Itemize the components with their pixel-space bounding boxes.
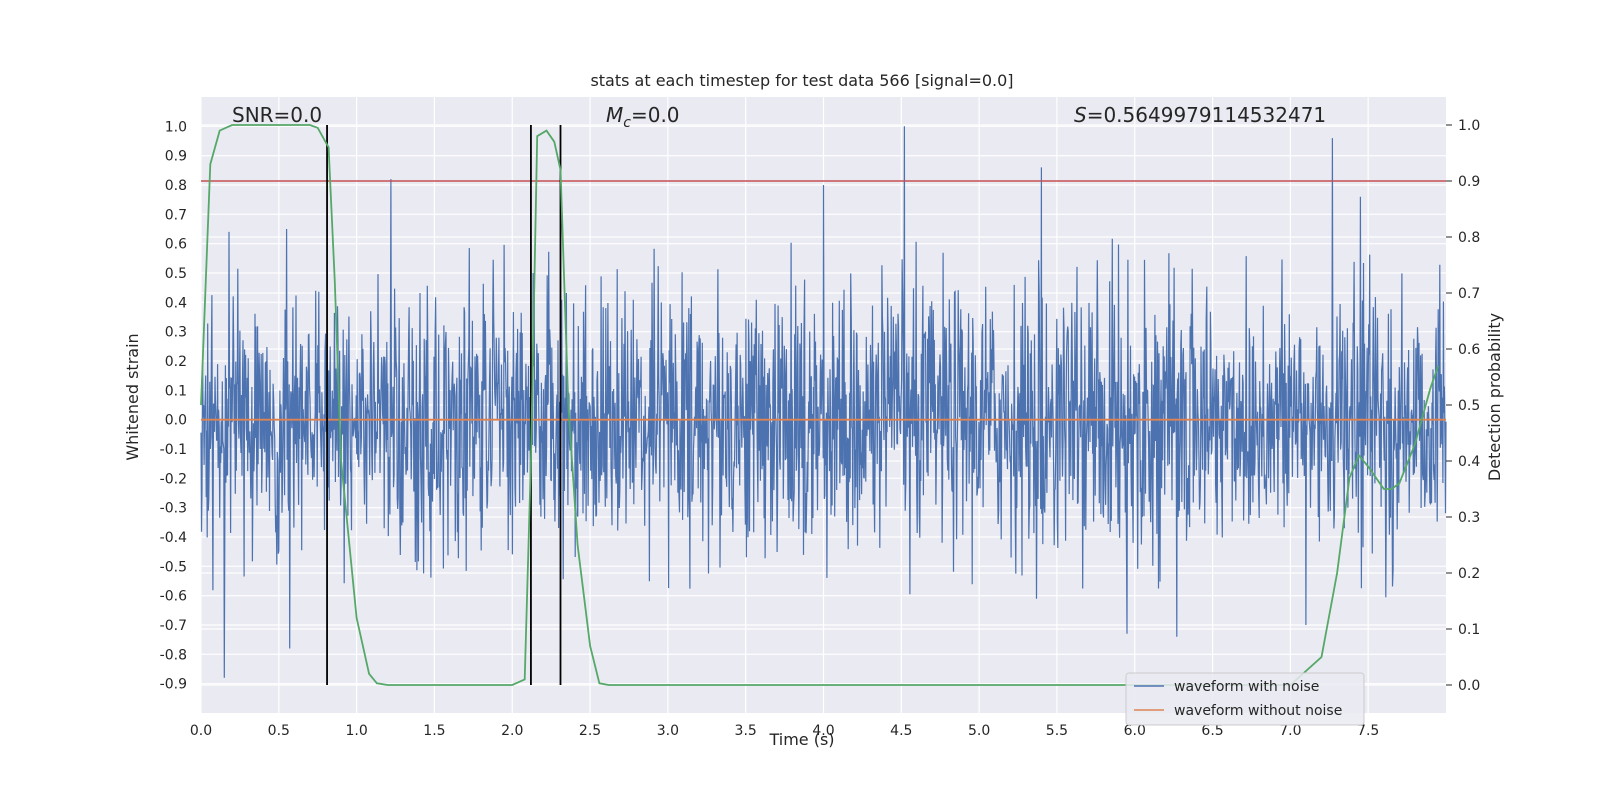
right-tick-label: 0.4 (1458, 454, 1480, 470)
x-tick-label: 5.5 (1046, 723, 1068, 739)
x-tick-label: 6.0 (1124, 723, 1146, 739)
chirp-mass-annotation: Mc=0.0 (606, 103, 680, 131)
right-tick-label: 0.6 (1458, 342, 1480, 358)
y-axis-label: Whitened strain (123, 333, 142, 460)
x-tick-label: 4.0 (812, 723, 834, 739)
x-tick-label: 3.0 (657, 723, 679, 739)
x-tick-label: 7.5 (1357, 723, 1379, 739)
series-waveform-with-noise (200, 126, 1447, 678)
right-tick-label: 0.1 (1458, 622, 1480, 638)
right-tick-label: 0.8 (1458, 230, 1480, 246)
snr-annotation: SNR=0.0 (232, 103, 322, 127)
noise-trace (200, 126, 1447, 678)
legend-label-noise: waveform with noise (1174, 679, 1319, 695)
right-tick-label: 0.0 (1458, 678, 1480, 694)
y-tick-label: 0.9 (165, 149, 187, 165)
y-tick-label: -0.1 (160, 442, 187, 458)
y-tick-label: -0.5 (160, 559, 187, 575)
right-tick-label: 1.0 (1458, 118, 1480, 134)
mc-value: =0.0 (631, 103, 680, 127)
y-tick-label: 0.6 (165, 237, 187, 253)
right-tick-label: 0.2 (1458, 566, 1480, 582)
y-tick-label: -0.4 (160, 530, 187, 546)
y-tick-label: 0.4 (165, 295, 187, 311)
x-tick-label: 0.5 (268, 723, 290, 739)
mc-subscript: c (623, 115, 631, 131)
s-annotation: S=0.5649979114532471 (1074, 103, 1326, 127)
x-tick-label: 4.5 (890, 723, 912, 739)
y-tick-label: -0.6 (160, 589, 187, 605)
legend-label-clean: waveform without noise (1174, 703, 1342, 719)
y-tick-label: 0.1 (165, 383, 187, 399)
x-tick-label: 1.0 (345, 723, 367, 739)
series-lines (200, 124, 1446, 686)
y-tick-label: -0.9 (160, 677, 187, 693)
y-tick-label: 0.2 (165, 354, 187, 370)
s-value: =0.5649979114532471 (1087, 103, 1326, 127)
x-tick-label: 0.0 (190, 723, 212, 739)
y-tick-label: -0.2 (160, 471, 187, 487)
legend: waveform with noise waveform without noi… (1125, 672, 1365, 726)
s-symbol: S (1074, 103, 1087, 127)
right-tick-label: 0.3 (1458, 510, 1480, 526)
x-tick-label: 2.0 (501, 723, 523, 739)
legend-box (1125, 672, 1365, 726)
y-tick-label: 0.8 (165, 178, 187, 194)
y-tick-label: 0.3 (165, 325, 187, 341)
chart-title: stats at each timestep for test data 566… (590, 71, 1013, 90)
x-tick-label: 2.5 (579, 723, 601, 739)
right-tick-label: 0.7 (1458, 286, 1480, 302)
x-tick-label: 3.5 (735, 723, 757, 739)
y-tick-label: -0.3 (160, 501, 187, 517)
y-tick-label: 0.0 (165, 413, 187, 429)
y-axis-label-right: Detection probability (1485, 313, 1504, 481)
detection-probability-line (200, 124, 1440, 686)
x-tick-label: 7.0 (1279, 723, 1301, 739)
x-axis-label: Time (s) (768, 730, 834, 749)
y-tick-label: 0.7 (165, 207, 187, 223)
y-tick-label: 0.5 (165, 266, 187, 282)
y-tick-label: -0.8 (160, 647, 187, 663)
y-tick-label: -0.7 (160, 618, 187, 634)
mc-symbol: M (606, 103, 623, 127)
right-tick-label: 0.9 (1458, 174, 1480, 190)
y-tick-label: 1.0 (165, 119, 187, 135)
x-tick-label: 6.5 (1201, 723, 1223, 739)
right-tick-label: 0.5 (1458, 398, 1480, 414)
x-tick-label: 1.5 (423, 723, 445, 739)
axis-ticks: 0.0 0.5 1.0 1.5 2.0 2.5 3.0 3.5 4.0 4.5 5.0 5.5 6.0 6… (160, 118, 1481, 739)
x-tick-label: 5.0 (968, 723, 990, 739)
